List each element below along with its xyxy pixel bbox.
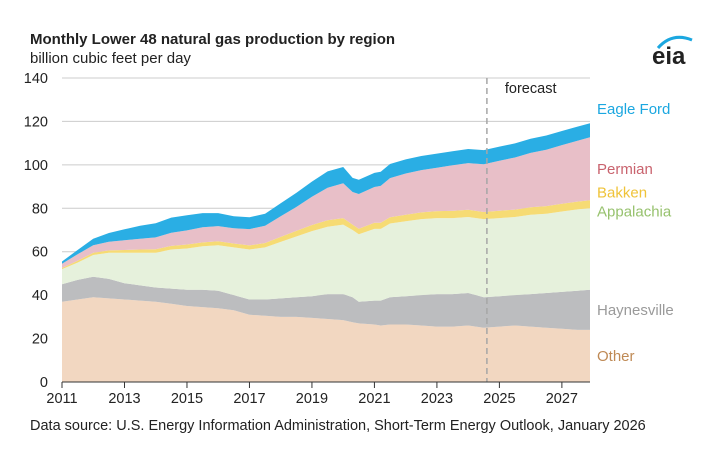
area-permian: [62, 137, 590, 268]
area-other: [62, 297, 590, 382]
x-tick-label: 2019: [296, 391, 328, 407]
series-labels: Other Haynesville Appalachia Bakken Permian E…: [597, 101, 674, 365]
area-haynesville: [62, 276, 590, 330]
y-tick-label: 120: [24, 114, 48, 130]
x-tick-label: 2025: [483, 391, 515, 407]
area-eagle-ford: [62, 123, 590, 264]
forecast-marker: forecast: [486, 78, 557, 382]
series-label-other: Other: [597, 348, 635, 365]
x-tick-label: 2013: [108, 391, 140, 407]
y-tick-label: 40: [32, 288, 48, 304]
series-label-haynesville: Haynesville: [597, 302, 674, 319]
area-bakken: [62, 200, 590, 270]
x-tick-label: 2027: [546, 391, 578, 407]
stacked-areas: [62, 123, 590, 382]
eia-logo-arc: [656, 35, 693, 50]
series-label-appalachia: Appalachia: [597, 203, 672, 220]
eia-logo: eia: [652, 35, 693, 70]
chart-subtitle: billion cubic feet per day: [30, 50, 191, 67]
series-label-bakken: Bakken: [597, 184, 647, 201]
area-appalachia: [62, 208, 590, 302]
y-tick-label: 20: [32, 332, 48, 348]
y-tick-label: 140: [24, 71, 48, 87]
eia-logo-text: eia: [652, 43, 686, 70]
axes: 0 20 40 60 80 100 120 140 2011 2013 2015 2017 2019 20…: [24, 71, 590, 407]
y-tick-label: 0: [40, 375, 48, 391]
data-source-note: Data source: U.S. Energy Information Adm…: [30, 418, 646, 434]
y-tick-label: 100: [24, 158, 48, 174]
forecast-label: forecast: [505, 81, 557, 97]
y-tick-label: 60: [32, 245, 48, 261]
series-label-eagle-ford: Eagle Ford: [597, 101, 670, 118]
x-tick-label: 2021: [358, 391, 390, 407]
x-tick-label: 2023: [421, 391, 453, 407]
x-tick-label: 2017: [233, 391, 265, 407]
x-tick-label: 2011: [46, 391, 77, 407]
series-label-permian: Permian: [597, 161, 653, 178]
y-tick-label: 80: [32, 201, 48, 217]
chart-title: Monthly Lower 48 natural gas production …: [30, 31, 396, 48]
x-tick-label: 2015: [171, 391, 203, 407]
